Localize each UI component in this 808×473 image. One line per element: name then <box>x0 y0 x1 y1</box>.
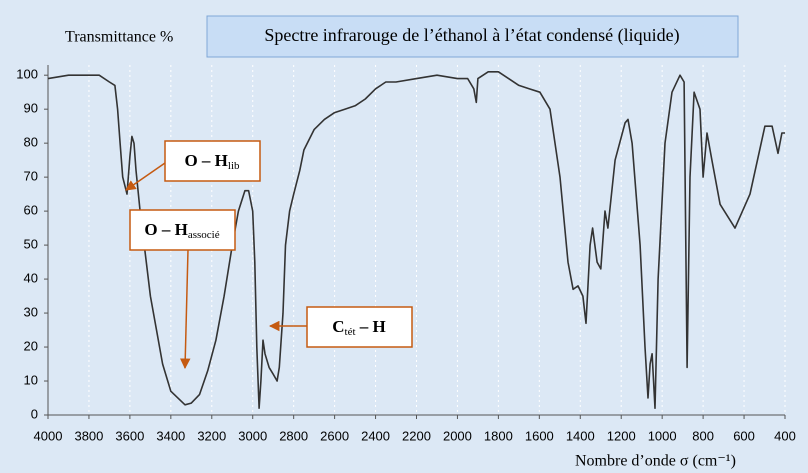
x-tick-label: 600 <box>733 428 755 443</box>
y-tick-label: 20 <box>24 338 38 353</box>
x-tick-label: 3600 <box>115 428 144 443</box>
x-tick-label: 2400 <box>361 428 390 443</box>
annotation-text: O – Hassocié <box>144 220 219 241</box>
annotation-text: Ctét – H <box>332 317 386 338</box>
y-tick-label: 90 <box>24 101 38 116</box>
y-tick-label: 0 <box>31 406 38 421</box>
x-tick-label: 1600 <box>525 428 554 443</box>
annotation-box <box>129 209 236 251</box>
annotation-box <box>306 306 413 348</box>
y-tick-label: 10 <box>24 372 38 387</box>
spectrum-line <box>47 71 785 409</box>
y-tick-label: 80 <box>24 135 38 150</box>
x-tick-label: 1800 <box>484 428 513 443</box>
y-tick-label: 70 <box>24 169 38 184</box>
arrow <box>179 249 191 370</box>
y-tick-label: 60 <box>24 203 38 218</box>
x-tick-label: 3400 <box>156 428 185 443</box>
x-tick-label: 3000 <box>238 428 267 443</box>
title-box <box>206 15 739 58</box>
x-tick-label: 2800 <box>279 428 308 443</box>
x-tick-label: 4000 <box>34 428 63 443</box>
x-tick-label: 3800 <box>74 428 103 443</box>
y-tick-label: 100 <box>16 67 38 82</box>
chart-title: Spectre infrarouge de l’éthanol à l’état… <box>264 25 679 46</box>
x-tick-label: 2600 <box>320 428 349 443</box>
x-tick-label: 800 <box>692 428 714 443</box>
x-tick-label: 1200 <box>607 428 636 443</box>
annotation-main: O – H <box>144 220 187 239</box>
annotation: O – Hassocié <box>129 209 236 370</box>
arrow <box>125 162 166 191</box>
x-axis-label: Nombre d’onde σ (cm⁻¹) <box>575 453 736 470</box>
x-tick-label: 1000 <box>648 428 677 443</box>
y-axis-label: Transmittance % <box>65 29 173 46</box>
annotation-text: O – Hlib <box>184 151 240 172</box>
x-tick-label: 400 <box>774 428 796 443</box>
x-tick-label: 3200 <box>197 428 226 443</box>
x-tick-label: 2200 <box>402 428 431 443</box>
annotation: Ctét – H <box>268 306 413 348</box>
annotation-box <box>164 140 261 182</box>
annotation-main: C <box>332 317 344 336</box>
annotation-sub: lib <box>228 160 240 172</box>
annotation-tail: – H <box>356 317 386 336</box>
y-tick-label: 40 <box>24 271 38 286</box>
x-tick-label: 1400 <box>566 428 595 443</box>
y-tick-label: 50 <box>24 237 38 252</box>
x-tick-label: 2000 <box>443 428 472 443</box>
annotation: O – Hlib <box>125 140 261 191</box>
y-tick-label: 30 <box>24 304 38 319</box>
annotation-sub: associé <box>188 229 220 241</box>
annotation-sub: tét <box>345 326 356 338</box>
annotation-main: O – H <box>184 151 227 170</box>
